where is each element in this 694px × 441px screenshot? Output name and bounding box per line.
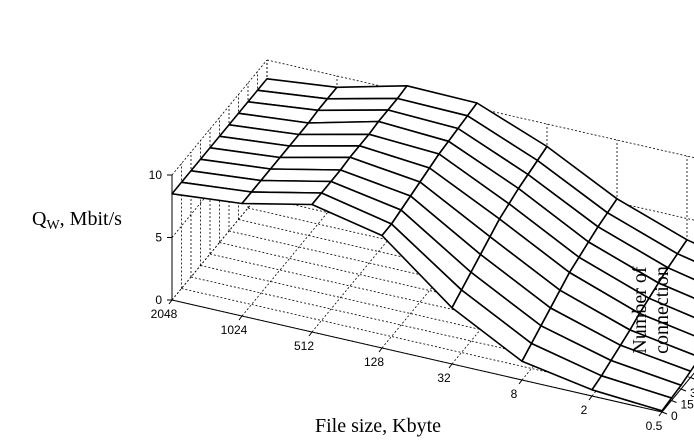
surface-cell (676, 239, 694, 262)
surface-cell (667, 253, 694, 281)
x-axis-label: File size, Kbyte (315, 415, 441, 437)
x-tick-label: 0.5 (646, 419, 663, 433)
surface-cell (260, 168, 342, 183)
x-tick-mark (588, 395, 593, 401)
x-tick-label: 512 (294, 339, 314, 353)
z-tick-label: 10 (149, 168, 163, 182)
tick-layer: 2048102451212832820.50153045607590105120… (149, 168, 694, 433)
surface-cell (279, 145, 361, 159)
x-tick-mark (448, 363, 453, 369)
surface-cell (250, 179, 332, 194)
floor-grid-line (241, 200, 338, 317)
z-tick-label: 5 (155, 231, 162, 245)
x-axis-line (171, 299, 663, 413)
x-tick-mark (378, 347, 383, 353)
surface-cell (317, 97, 399, 112)
x-tick-mark (658, 411, 663, 417)
y-tick-mark (671, 400, 677, 403)
surface-layer (171, 78, 694, 412)
surface-cell (648, 282, 694, 319)
x-tick-label: 8 (511, 387, 518, 401)
surface-cell (269, 156, 351, 171)
y-axis-label: Number ofconnection (629, 266, 673, 354)
z-tick-label: 0 (155, 293, 162, 307)
z-axis-label: QW, Mbit/s (32, 208, 122, 233)
y-tick-mark (690, 377, 694, 380)
x-tick-mark (238, 315, 243, 321)
surface-cell (288, 133, 370, 147)
y-tick-mark (680, 388, 687, 392)
x-tick-label: 2048 (151, 307, 178, 321)
surface-cell (241, 191, 323, 206)
surface-cell (298, 120, 380, 136)
surface-cell (326, 85, 408, 100)
left-wall-grid-line (171, 59, 268, 176)
x-tick-mark (518, 379, 523, 385)
x-tick-mark (308, 331, 313, 337)
x-tick-label: 2 (581, 403, 588, 417)
x-tick-label: 1024 (221, 323, 248, 337)
y-axis-line (661, 372, 694, 413)
surface-cell (591, 374, 673, 412)
y-tick-mark (661, 411, 668, 415)
x-tick-label: 128 (364, 355, 384, 369)
x-tick-label: 32 (437, 371, 451, 385)
y-tick-label: 0 (671, 409, 678, 423)
x-tick-mark (168, 299, 173, 305)
y-tick-label: 30 (690, 386, 694, 400)
y-tick-label: 15 (681, 398, 694, 412)
surface-cell (657, 266, 694, 299)
